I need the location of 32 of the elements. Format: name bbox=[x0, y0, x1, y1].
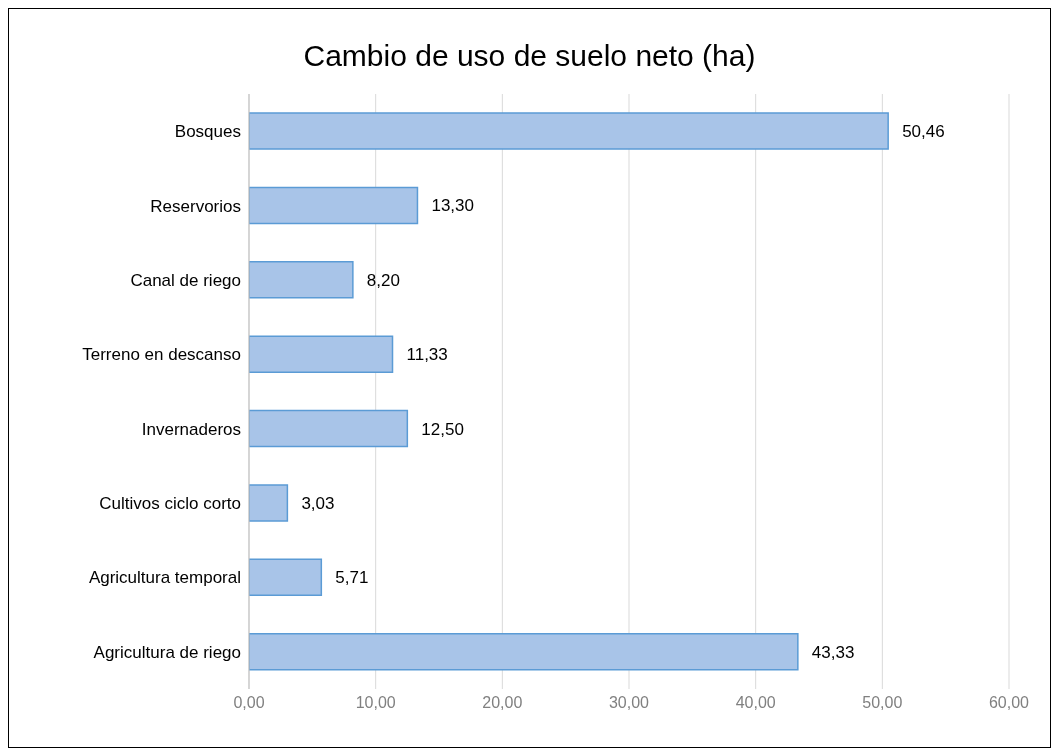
data-label: 5,71 bbox=[335, 568, 369, 588]
data-label: 13,30 bbox=[431, 196, 475, 216]
bar bbox=[249, 112, 889, 150]
data-label: 3,03 bbox=[301, 493, 335, 513]
x-tick-label: 30,00 bbox=[608, 694, 650, 712]
data-label: 43,33 bbox=[811, 642, 855, 662]
data-label: 11,33 bbox=[406, 345, 448, 365]
bar bbox=[249, 558, 323, 596]
y-tick-label: Terreno en descanso bbox=[82, 345, 241, 365]
x-tick-label: 40,00 bbox=[735, 694, 776, 712]
y-tick-label: Agricultura de riego bbox=[93, 642, 241, 662]
y-tick-label: Invernaderos bbox=[141, 419, 241, 439]
y-tick-label: Bosques bbox=[174, 122, 241, 142]
data-label: 50,46 bbox=[902, 122, 945, 142]
x-tick-label: 60,00 bbox=[988, 694, 1030, 712]
bar bbox=[249, 261, 354, 299]
bar bbox=[249, 409, 409, 448]
data-label: 12,50 bbox=[421, 419, 464, 439]
chart-title: Cambio de uso de suelo neto (ha) bbox=[302, 39, 757, 74]
bar bbox=[249, 186, 419, 225]
x-tick-label: 10,00 bbox=[355, 694, 396, 712]
y-tick-label: Cultivos ciclo corto bbox=[99, 494, 241, 514]
x-tick-label: 50,00 bbox=[862, 694, 903, 712]
x-tick-label: 20,00 bbox=[482, 694, 523, 712]
data-label: 8,20 bbox=[366, 270, 400, 290]
x-tick-label: 0,00 bbox=[233, 694, 265, 712]
bar bbox=[249, 335, 394, 373]
bar bbox=[249, 484, 289, 522]
y-tick-label: Reservorios bbox=[150, 196, 241, 216]
bar bbox=[249, 632, 799, 671]
y-tick-label: Canal de riego bbox=[130, 270, 241, 290]
y-tick-label: Agricultura temporal bbox=[88, 568, 241, 588]
